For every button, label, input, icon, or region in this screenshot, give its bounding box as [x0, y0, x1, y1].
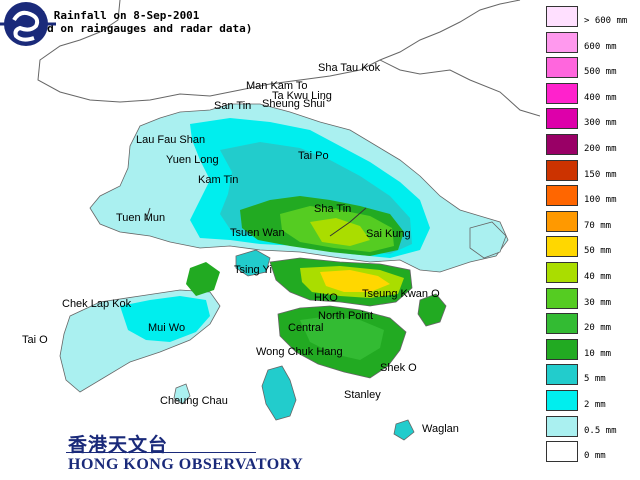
rain-10mm-lantau [186, 262, 220, 296]
legend-swatch [546, 287, 578, 309]
place-cheung-chau: Cheung Chau [160, 395, 228, 407]
place-tuen-mun: Tuen Mun [116, 212, 166, 224]
legend-swatch [546, 390, 578, 411]
logo-divider [66, 452, 256, 453]
place-tsuen-wan: Tsuen Wan [230, 227, 285, 239]
place-north-point: North Point [318, 310, 374, 322]
place-sha-tau-kok: Sha Tau Kok [318, 62, 381, 74]
place-shek-o: Shek O [380, 362, 417, 374]
place-tsing-yi: Tsing Yi [234, 264, 272, 276]
legend-swatch [546, 31, 578, 53]
east-islands [469, 221, 507, 259]
cheung-chau-island [173, 383, 191, 405]
place-tai-o: Tai O [22, 334, 48, 346]
map-title: Total Rainfall on 8-Sep-2001 [14, 9, 200, 22]
sai-kung-islands [417, 293, 447, 327]
org-name-chinese: 香港天文台 [68, 434, 169, 456]
place-man-kam-to: Man Kam To [246, 80, 308, 92]
tolo-harbour-line [329, 207, 367, 237]
legend-swatch [546, 338, 578, 360]
place-chek-lap-kok: Chek Lap Kok [62, 298, 132, 310]
place-ta-kwu-ling: Ta Kwu Ling [272, 90, 332, 102]
legend-swatch [546, 185, 578, 207]
place-lau-fau-shan: Lau Fau Shan [136, 134, 206, 146]
legend-swatch [546, 236, 578, 258]
place-stanley: Stanley [344, 389, 381, 401]
rain-30mm-nt [310, 218, 370, 246]
legend-label: 2 mm [584, 400, 606, 410]
map-subtitle: (based on raingauges and radar data) [14, 22, 253, 35]
mainland-outline [37, 0, 521, 103]
rain-2mm-lantau [120, 296, 210, 342]
legend-label: 10 mm [584, 348, 612, 359]
legend-label: > 600 mm [584, 16, 628, 26]
legend-label: 600 mm [584, 41, 617, 52]
place-central: Central [288, 322, 324, 334]
legend-swatch [546, 6, 578, 27]
place-kam-tin: Kam Tin [198, 174, 239, 186]
rainfall-map: Total Rainfall on 8-Sep-2001 (based on r… [0, 0, 540, 473]
place-san-tin: San Tin [214, 100, 252, 112]
legend-label: 30 mm [584, 297, 612, 308]
place-tseung-kwan-o: Tseung Kwan O [362, 288, 440, 300]
legend-swatch [546, 82, 578, 104]
legend-swatch [546, 57, 578, 79]
legend-label: 5 mm [584, 374, 606, 385]
legend-label: 150 mm [584, 169, 617, 180]
legend-swatch [546, 210, 578, 232]
legend-swatch [546, 262, 578, 283]
legend-label: 70 mm [584, 220, 612, 231]
legend-label: 50 mm [584, 246, 612, 257]
rain-20mm-hk [300, 316, 384, 360]
legend-swatch [546, 441, 578, 463]
org-name-english: HONG KONG OBSERVATORY [68, 456, 304, 473]
place-yuen-long: Yuen Long [166, 154, 219, 166]
legend-label: 40 mm [584, 272, 612, 282]
legend-label: 200 mm [584, 144, 617, 154]
place-sha-tin: Sha Tin [314, 203, 352, 215]
place-hko: HKO [314, 292, 338, 304]
legend-label: 300 mm [584, 118, 617, 129]
tsing-yi-island [235, 249, 271, 277]
hko-logo-icon [0, 2, 56, 46]
place-waglan: Waglan [422, 423, 459, 435]
mainland-coast-east [379, 59, 540, 117]
legend-label: 100 mm [584, 195, 617, 206]
place-sai-kung: Sai Kung [366, 228, 411, 240]
legend-label: 0.5 mm [584, 425, 617, 436]
place-wong-chuk-hang: Wong Chuk Hang [256, 346, 343, 358]
legend-swatch [546, 415, 578, 437]
legend-label: 20 mm [584, 323, 612, 334]
rain-50mm-kowloon [320, 270, 390, 292]
legend-swatch [546, 364, 578, 386]
legend-label: 0 mm [584, 451, 606, 462]
place-sheung-shui: Sheung Shui [262, 98, 325, 110]
legend-swatch [546, 313, 578, 335]
place-mui-wo: Mui Wo [148, 322, 186, 334]
legend-label: 400 mm [584, 92, 617, 103]
tuen-mun-line [145, 207, 151, 221]
legend-label: 500 mm [584, 67, 617, 78]
map-canvas [37, 0, 540, 441]
waglan-island [393, 419, 415, 441]
lamma-island [261, 365, 297, 421]
legend-swatch [546, 159, 578, 181]
place-tai-po: Tai Po [298, 150, 329, 162]
legend-swatch [546, 134, 578, 155]
legend-swatch [546, 108, 578, 130]
